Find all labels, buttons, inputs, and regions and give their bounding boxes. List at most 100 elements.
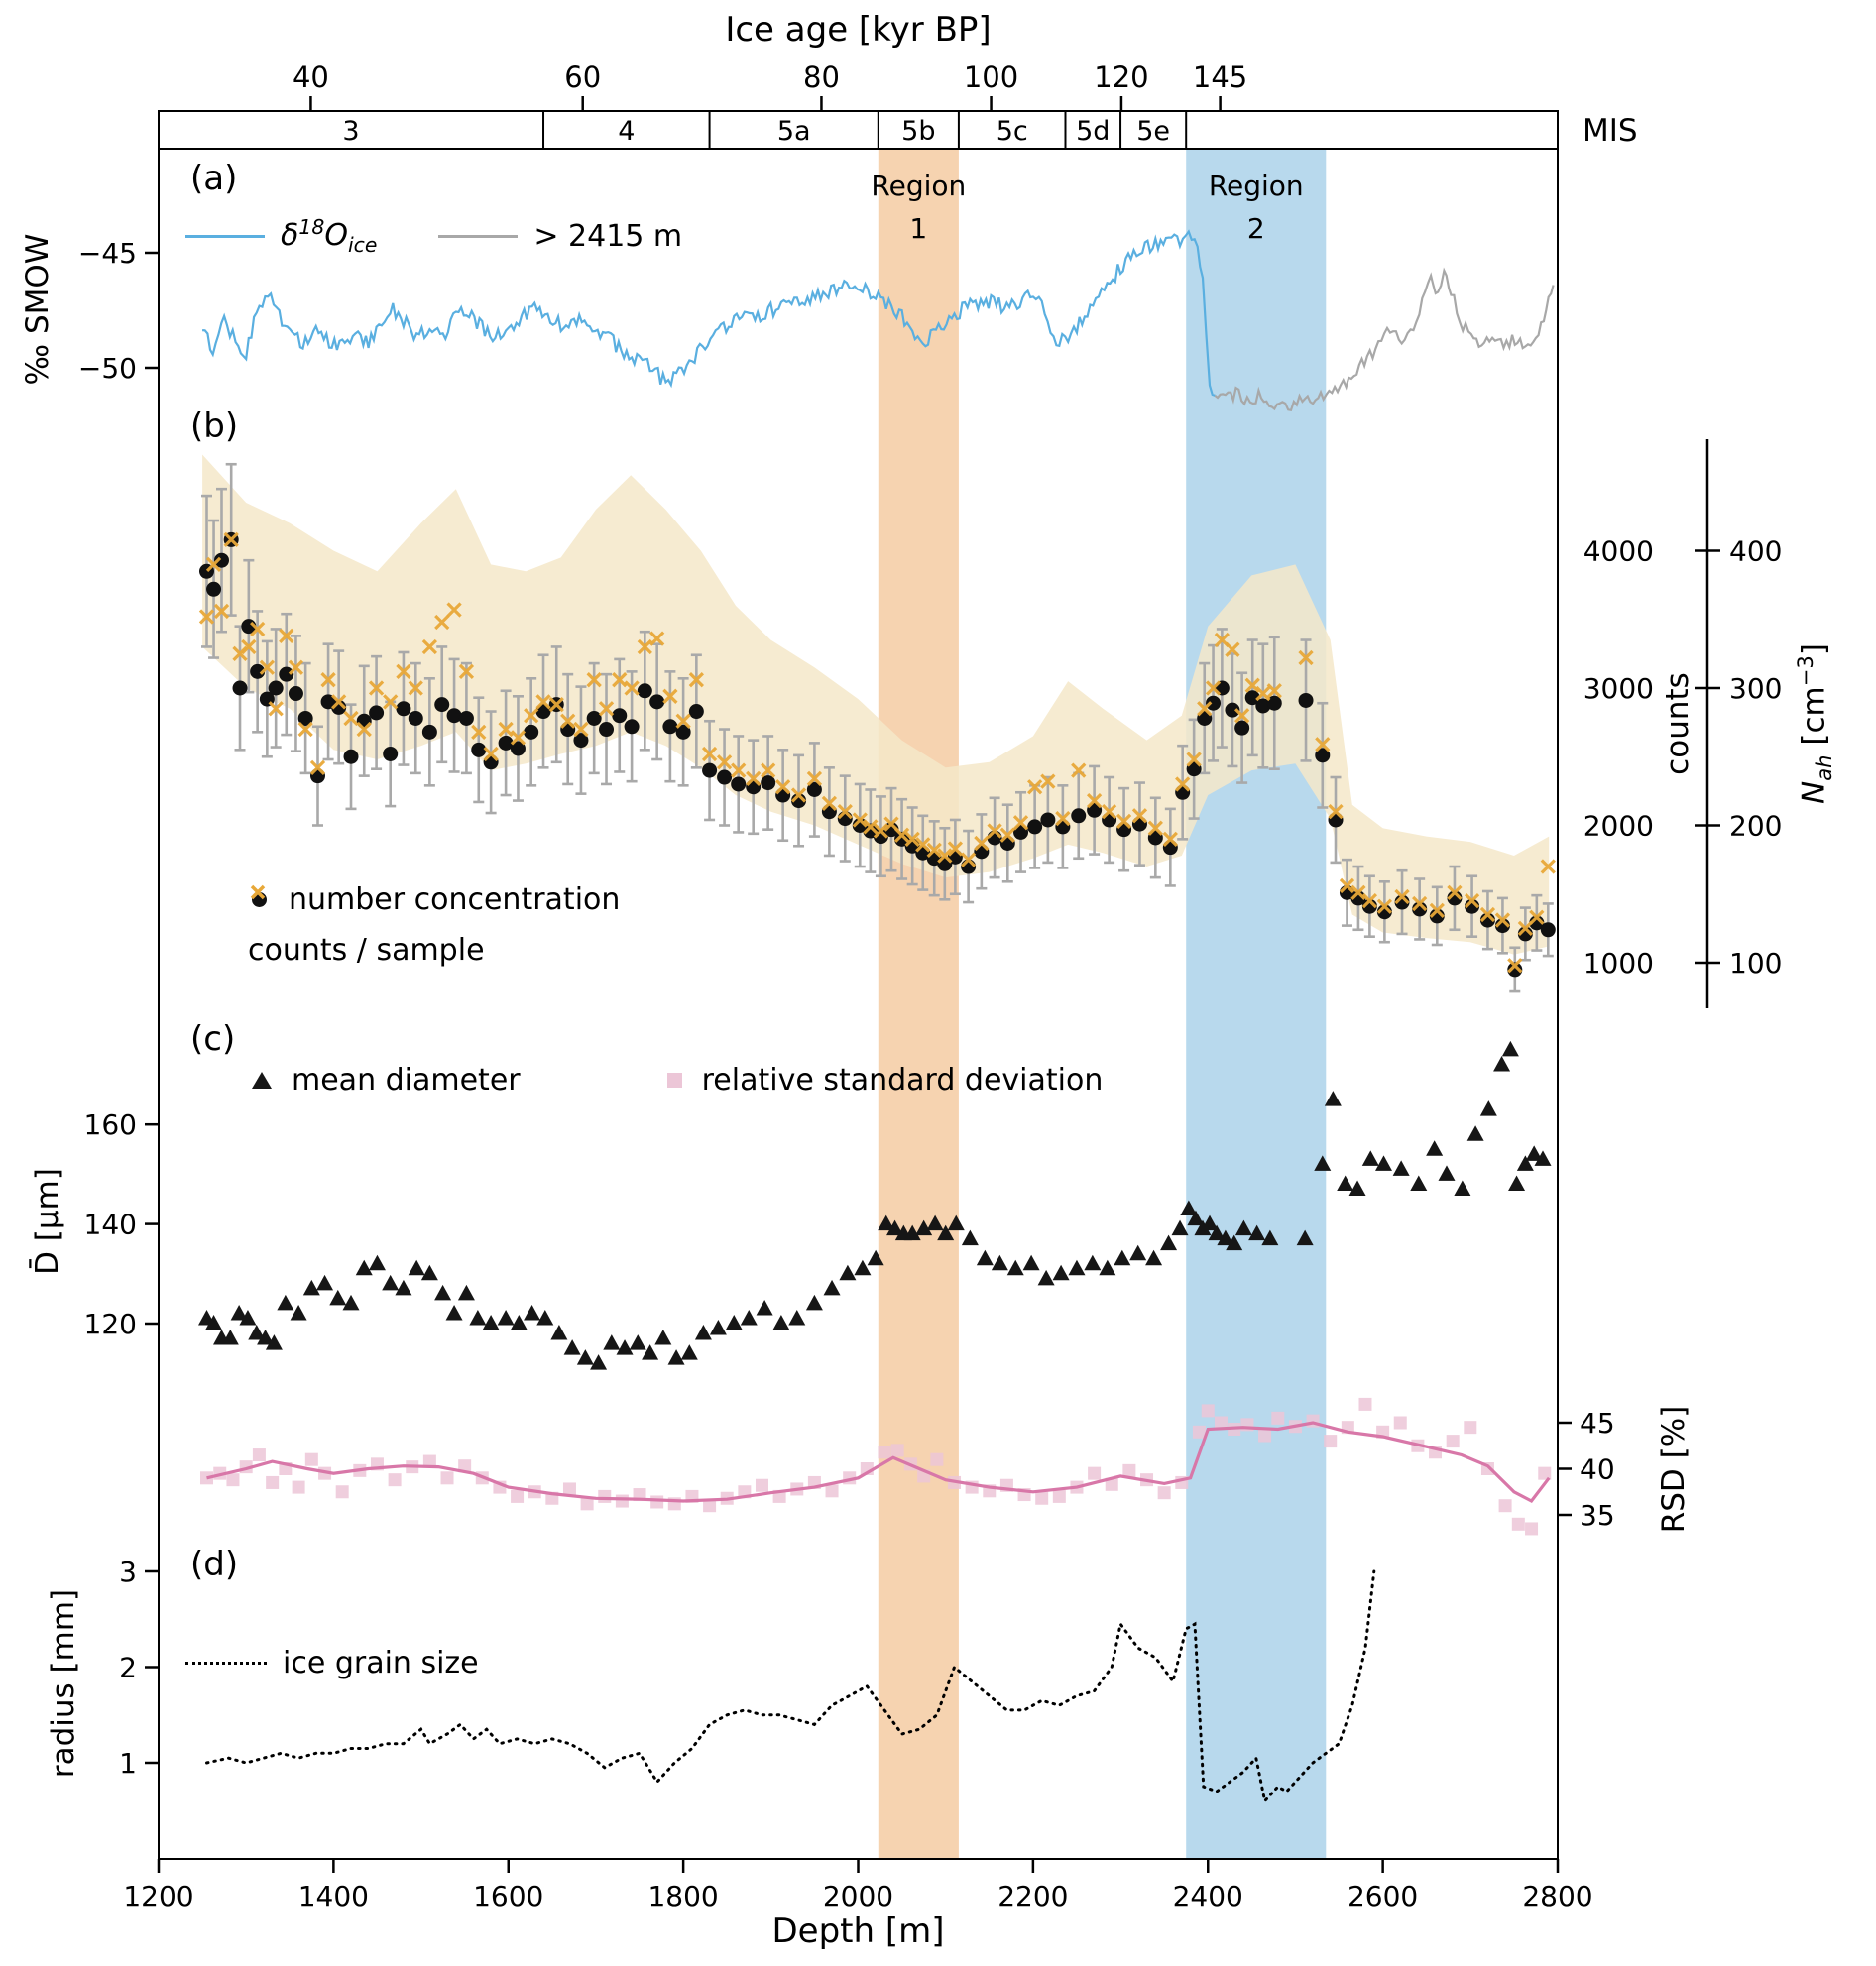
diameter-point (576, 1349, 594, 1365)
rsd-square (1157, 1486, 1171, 1500)
diameter-point (756, 1299, 773, 1316)
top-tick-label: 80 (803, 60, 840, 94)
concentration-point (383, 746, 399, 761)
counts-point (223, 531, 239, 548)
diameter-point (1180, 1200, 1198, 1216)
x-tick-label: 1600 (473, 1880, 543, 1912)
diameter-point (1337, 1175, 1354, 1191)
diameter-point (457, 1284, 475, 1301)
nah-tick-label: 100 (1729, 947, 1782, 980)
counts-point (1328, 804, 1344, 820)
counts-point (701, 746, 718, 762)
region-number: 1 (909, 212, 927, 245)
smow-tick-label: −45 (78, 237, 137, 270)
counts-point (1205, 680, 1222, 696)
counts-point (637, 638, 652, 655)
diameter-point (434, 1284, 452, 1301)
diameter-point (445, 1304, 463, 1321)
diameter-point (680, 1344, 698, 1360)
rsd-square (226, 1473, 240, 1487)
delta18o-line-swatch (185, 234, 265, 238)
nah-title-unit-close: ] (1796, 643, 1832, 656)
rsd-square (890, 1444, 904, 1457)
counts-point (368, 680, 385, 696)
diameter-point (1052, 1264, 1070, 1281)
diameter-point (772, 1315, 790, 1330)
concentration-point (279, 666, 294, 682)
grain-size-line (205, 1569, 1376, 1804)
counts-point (688, 672, 704, 688)
diameter-point (976, 1249, 994, 1266)
nah-title-unit-open: [cm (1796, 686, 1832, 755)
counts-tick-label: 4000 (1583, 535, 1654, 568)
concentration-point (806, 781, 822, 797)
counts-point (1494, 912, 1511, 928)
concentration-point (649, 694, 665, 710)
counts-point (1464, 893, 1480, 909)
rsd-square (650, 1495, 664, 1509)
rsd-square (1214, 1416, 1228, 1430)
rsd-square (1271, 1411, 1285, 1425)
mis-band-label: 4 (618, 116, 635, 147)
rsd-square (1324, 1435, 1338, 1448)
concentration-point (268, 680, 284, 696)
square-marker-swatch (666, 1073, 682, 1088)
radius-tick-label: 1 (119, 1747, 137, 1780)
smow-tick-label: −50 (78, 352, 137, 385)
concentration-point (573, 733, 589, 749)
legend-panel-a: δ18Oice > 2415 m (185, 215, 682, 257)
counts-point (821, 795, 838, 811)
rsd-square (1525, 1522, 1539, 1536)
diameter-point (740, 1309, 758, 1326)
counts-point (383, 694, 399, 710)
rsd-square (562, 1482, 576, 1496)
counts-point (775, 779, 791, 795)
counts-point (1540, 859, 1556, 874)
diameter-tick-label: 120 (84, 1308, 137, 1340)
diameter-point (1201, 1214, 1219, 1231)
diameter-point (1234, 1219, 1252, 1236)
nah-axis-title: Nah [cm−3] (1793, 643, 1836, 804)
concentration-point (894, 831, 910, 847)
counts-point (268, 701, 284, 717)
diameter-point (616, 1339, 634, 1355)
nah-tick-label: 400 (1729, 535, 1782, 568)
rsd-square (1088, 1466, 1102, 1480)
mis-axis-label: MIS (1583, 113, 1638, 149)
counts-point (863, 819, 879, 835)
concentration-point (1206, 695, 1222, 711)
counts-point (649, 631, 665, 646)
diameter-point (290, 1304, 307, 1321)
region-band-2 (1186, 149, 1327, 1859)
diameter-point (550, 1325, 568, 1340)
radius-axis-title: radius [mm] (46, 1588, 81, 1779)
rsd-square (458, 1459, 472, 1473)
counts-point (947, 841, 964, 857)
counts-point (241, 638, 257, 655)
diameter-point (1361, 1150, 1379, 1166)
nah-title-exp: −3 (1793, 655, 1818, 687)
counts-point (937, 848, 953, 864)
diameter-point (420, 1264, 438, 1281)
concentration-point (1266, 695, 1282, 711)
concentration-point (717, 769, 733, 785)
diameter-point (1454, 1180, 1471, 1196)
concentration-point (761, 775, 776, 791)
concentration-point (524, 724, 539, 740)
counts-envelope (202, 454, 1550, 955)
counts-point (1376, 898, 1393, 914)
diameter-point (1466, 1125, 1484, 1141)
rsd-line (206, 1421, 1551, 1504)
diameter-point (1324, 1091, 1342, 1106)
radius-tick-label: 2 (119, 1652, 137, 1684)
diameter-point (355, 1259, 373, 1276)
diameter-point (1426, 1140, 1444, 1156)
counts-point (960, 852, 977, 867)
x-tick-label: 2200 (997, 1880, 1068, 1912)
rsd-square (1498, 1499, 1512, 1513)
concentration-point (1244, 690, 1260, 706)
x-tick-label: 2000 (823, 1880, 893, 1912)
rsd-square (930, 1452, 944, 1466)
